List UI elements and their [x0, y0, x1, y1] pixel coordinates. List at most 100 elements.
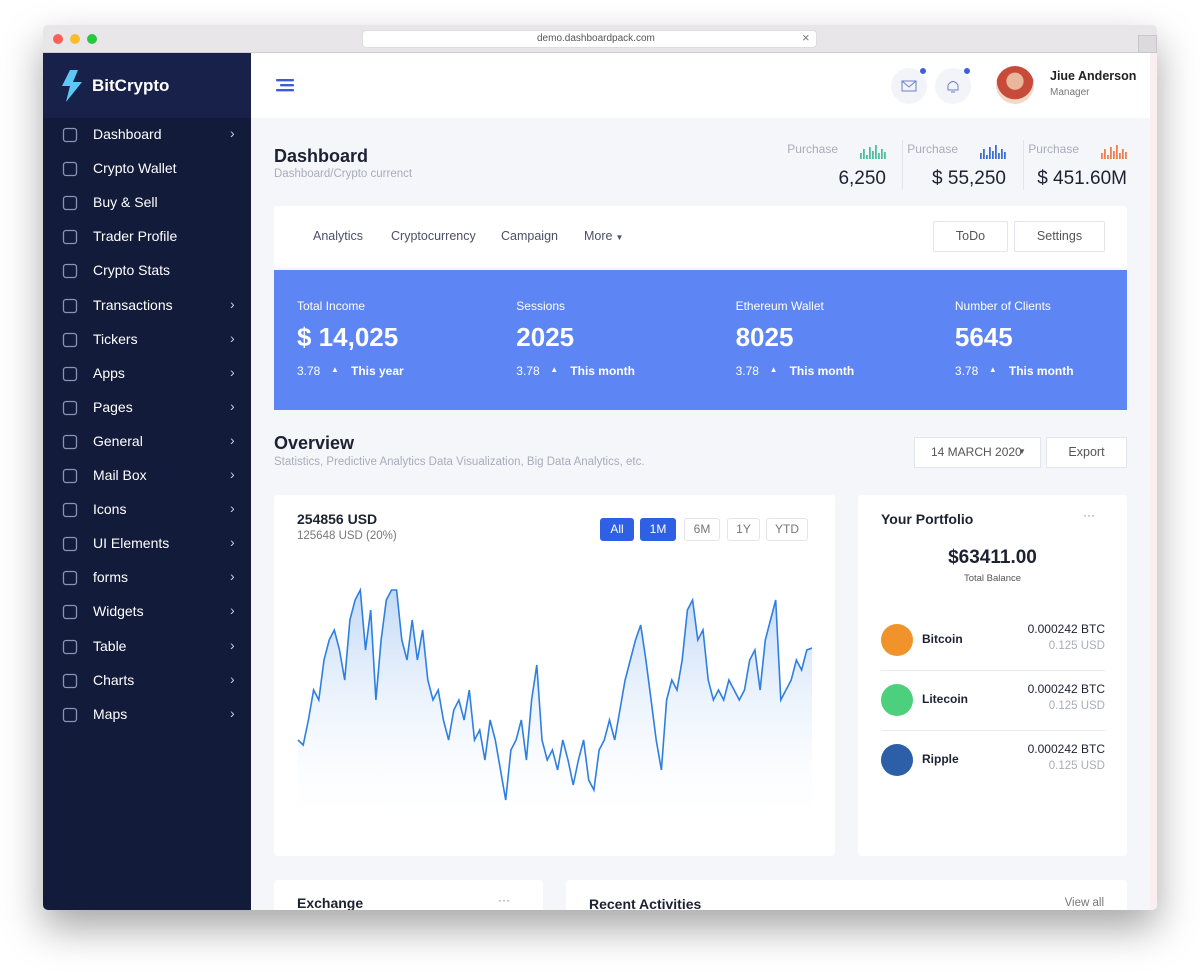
menu-arrow: › [230, 295, 235, 312]
stat-change: 3.78 [297, 364, 321, 378]
coin-usd: 0.125 USD [1048, 640, 1105, 652]
stat-value: 2025 [516, 322, 575, 352]
menu-item[interactable]: Widgets [93, 603, 144, 620]
address-bar[interactable] [362, 30, 817, 48]
menu-item[interactable]: Buy & Sell [93, 194, 158, 211]
new-tab[interactable] [1138, 35, 1157, 53]
menu-icon [62, 468, 78, 484]
recent-card [566, 880, 1127, 910]
menu-item[interactable]: Icons [93, 501, 127, 518]
menu-icon [62, 366, 78, 381]
menu-item[interactable]: Crypto Stats [93, 262, 171, 279]
url: demo.dashboardpack.com [537, 33, 655, 44]
menu-item[interactable]: Trader Profile [93, 228, 178, 245]
menu-icon [62, 502, 78, 518]
export-button[interactable]: Export [1046, 437, 1127, 468]
close-tab: × [802, 30, 810, 45]
stat-period: This year [351, 364, 404, 378]
menu-item[interactable]: Dashboard [93, 126, 162, 142]
recent-title: Recent Activities [589, 896, 702, 910]
date-picker[interactable]: 14 MARCH 2020 [914, 437, 1041, 468]
menu-item[interactable]: General [93, 432, 143, 449]
purchase-bar [863, 149, 865, 159]
menu-item[interactable]: Transactions [93, 296, 173, 313]
stat-period: This month [1008, 364, 1074, 378]
exchange-menu: ··· [498, 893, 510, 907]
chart-amount: 254856 USD [297, 511, 378, 527]
portfolio-balance: $63411.00 [948, 547, 1037, 568]
tab[interactable]: More ▼ [584, 229, 624, 243]
menu-icon [62, 196, 78, 211]
menu-arrow: › [230, 568, 235, 585]
menu-arrow: › [230, 670, 235, 687]
overview-subtitle: Statistics, Predictive Analytics Data Vi… [274, 456, 645, 468]
hamburger [276, 79, 294, 92]
avatar[interactable] [996, 66, 1034, 104]
menu-icon-shape [62, 127, 78, 143]
coin-name: Litecoin [922, 692, 969, 706]
range-button[interactable]: 1M [640, 518, 676, 541]
menu-icon-shape [62, 161, 78, 177]
stat-value: 8025 [735, 322, 794, 352]
range-button[interactable]: YTD [766, 518, 808, 541]
range-button[interactable]: 6M [684, 518, 720, 541]
coin-usd: 0.125 USD [1048, 760, 1105, 772]
tab[interactable]: Campaign [501, 229, 558, 243]
overview-title: Overview [274, 433, 355, 453]
hamburger-line [276, 89, 294, 92]
coin-name: Ripple [922, 752, 959, 766]
menu-icon [62, 400, 78, 415]
purchase-bar [1104, 149, 1106, 159]
header-button[interactable]: Settings [1014, 221, 1105, 252]
range-button[interactable]: All [600, 518, 634, 541]
purchase-bar [1004, 152, 1006, 159]
bell-shape [947, 81, 959, 93]
purchase-bar [1113, 151, 1115, 159]
mail-icon [901, 80, 917, 92]
menu-icon [62, 332, 78, 347]
tabs-card [274, 206, 1127, 268]
menu-icon [62, 434, 78, 450]
mail-badge [919, 67, 927, 75]
menu-icon [62, 264, 78, 279]
menu-item[interactable]: forms [93, 569, 128, 586]
menu-item[interactable]: Apps [93, 364, 125, 381]
menu-item[interactable]: Table [93, 637, 127, 654]
coin-divider [881, 670, 1105, 671]
menu-item[interactable]: Maps [93, 705, 128, 722]
menu-item[interactable]: Mail Box [93, 467, 147, 483]
menu-arrow: › [230, 329, 235, 346]
coin-icon [881, 744, 913, 776]
menu-icon-shape [62, 639, 78, 654]
brand: BitCrypto [92, 76, 170, 95]
menu-item[interactable]: Crypto Wallet [93, 160, 177, 177]
purchase-bar [1101, 153, 1103, 159]
menu-icon-shape [62, 673, 78, 688]
menu-icon [62, 537, 78, 552]
menu-icon [62, 230, 78, 245]
menu-item[interactable]: Tickers [93, 330, 138, 347]
stat-arrow: ▲ [769, 365, 778, 374]
stat-arrow: ▲ [331, 365, 339, 374]
tab[interactable]: Cryptocurrency [391, 229, 476, 243]
menu-item[interactable]: UI Elements [93, 535, 170, 552]
breadcrumb: Dashboard/Crypto currenct [274, 168, 413, 180]
menu-item[interactable]: Pages [93, 398, 133, 415]
user-name: Jiue Anderson [1050, 69, 1137, 83]
header-button[interactable]: ToDo [933, 221, 1008, 252]
menu-icon-shape [62, 264, 78, 279]
view-all[interactable]: View all [1064, 897, 1104, 909]
purchase-value: $ 55,250 [932, 168, 1006, 189]
menu-arrow: › [230, 602, 235, 619]
menu-icon [62, 127, 78, 143]
menu-icon-shape [62, 196, 78, 211]
menu-item[interactable]: Charts [93, 671, 135, 688]
menu-icon-shape [62, 298, 78, 313]
menu-icon-shape [62, 366, 78, 381]
stat-arrow: ▲ [550, 365, 559, 374]
range-button[interactable]: 1Y [727, 518, 760, 541]
purchase-bar [869, 147, 871, 159]
purchase-value: $ 451.60M [1037, 168, 1127, 189]
tab[interactable]: Analytics [313, 229, 364, 243]
